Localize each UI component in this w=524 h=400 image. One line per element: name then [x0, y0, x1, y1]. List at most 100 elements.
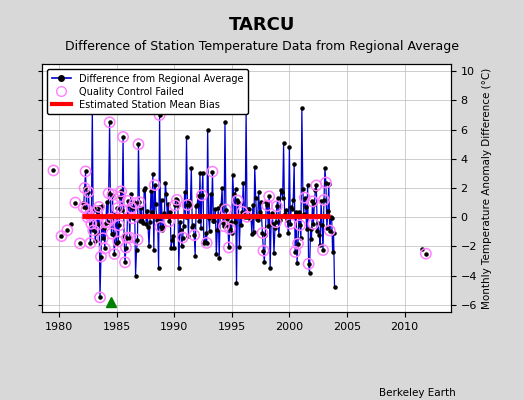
Point: [281, 207, 290, 214]
Point: [140, 187, 148, 194]
Point: [318, 222, 326, 228]
Point: [222, 206, 230, 213]
Point: [235, 244, 244, 250]
Point: [284, 230, 292, 236]
Point: [94, 221, 102, 228]
Point: [143, 208, 151, 214]
Point: [100, 225, 108, 231]
Point: [323, 225, 331, 232]
Point: [105, 119, 114, 126]
Point: [128, 215, 137, 222]
Point: [145, 243, 153, 249]
Point: [87, 220, 95, 227]
Point: [110, 231, 118, 238]
Point: [104, 219, 112, 225]
Point: [291, 249, 299, 255]
Point: [117, 188, 125, 194]
Point: [94, 221, 102, 228]
Point: [240, 211, 248, 218]
Point: [183, 202, 192, 208]
Point: [172, 196, 180, 202]
Point: [418, 246, 426, 252]
Point: [307, 226, 315, 232]
Point: [121, 259, 129, 266]
Point: [125, 202, 133, 208]
Point: [93, 208, 101, 214]
Point: [247, 213, 255, 219]
Point: [168, 237, 176, 243]
Point: [118, 207, 126, 213]
Point: [127, 205, 136, 211]
Point: [161, 179, 170, 186]
Point: [231, 219, 239, 226]
Point: [183, 202, 192, 208]
Point: [85, 212, 94, 218]
Point: [137, 204, 146, 211]
Point: [422, 250, 430, 257]
Point: [119, 134, 127, 140]
Point: [115, 222, 124, 228]
Point: [97, 253, 105, 260]
Point: [262, 199, 270, 205]
Point: [187, 165, 195, 171]
Point: [303, 182, 312, 188]
Point: [330, 284, 339, 290]
Point: [265, 193, 274, 200]
Point: [101, 245, 109, 252]
Point: [133, 236, 141, 243]
Point: [300, 210, 308, 217]
Point: [107, 230, 116, 237]
Point: [112, 241, 121, 248]
Point: [286, 220, 294, 227]
Point: [268, 210, 276, 216]
Point: [127, 205, 136, 211]
Point: [173, 197, 181, 203]
Point: [114, 238, 123, 245]
Point: [173, 197, 181, 203]
Point: [257, 212, 266, 219]
Point: [252, 195, 260, 201]
Point: [165, 218, 173, 224]
Point: [216, 212, 224, 219]
Point: [201, 238, 209, 245]
Point: [315, 232, 323, 238]
Point: [150, 246, 158, 253]
Point: [325, 227, 334, 234]
Point: [190, 232, 199, 238]
Y-axis label: Monthly Temperature Anomaly Difference (°C): Monthly Temperature Anomaly Difference (…: [483, 67, 493, 309]
Point: [87, 220, 95, 227]
Point: [297, 235, 305, 242]
Point: [241, 214, 249, 220]
Point: [181, 213, 190, 220]
Point: [90, 205, 99, 211]
Point: [96, 294, 104, 301]
Point: [321, 165, 329, 172]
Point: [135, 199, 144, 206]
Point: [171, 202, 179, 209]
Point: [173, 202, 182, 208]
Point: [238, 208, 246, 215]
Point: [166, 209, 174, 216]
Point: [185, 198, 193, 204]
Point: [82, 206, 91, 212]
Point: [113, 205, 122, 211]
Point: [208, 168, 216, 175]
Point: [217, 202, 225, 208]
Point: [199, 170, 207, 176]
Point: [218, 185, 226, 192]
Point: [167, 244, 176, 251]
Point: [225, 244, 233, 251]
Point: [134, 141, 143, 148]
Point: [200, 239, 208, 246]
Point: [233, 197, 242, 204]
Point: [150, 182, 159, 188]
Point: [71, 199, 80, 206]
Point: [325, 227, 334, 234]
Point: [156, 224, 165, 230]
Point: [163, 213, 171, 219]
Point: [320, 197, 328, 203]
Point: [422, 250, 430, 257]
Point: [245, 206, 253, 212]
Point: [92, 230, 100, 236]
Point: [188, 224, 196, 230]
